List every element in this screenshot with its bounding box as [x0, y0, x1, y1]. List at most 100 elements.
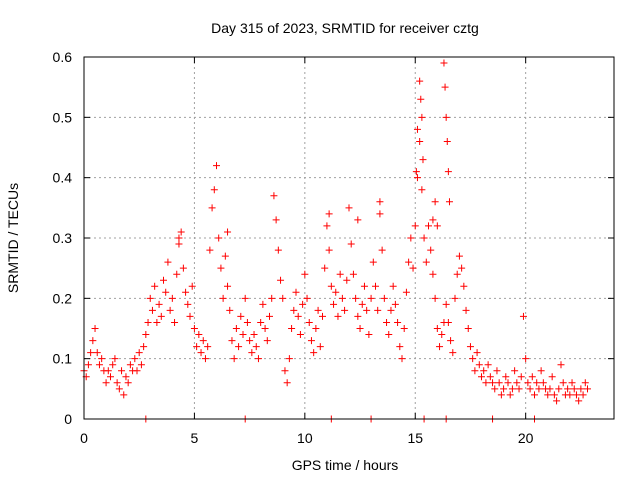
data-point [482, 379, 490, 387]
x-tick-label: 10 [297, 430, 313, 446]
data-point [480, 367, 488, 375]
data-point [416, 77, 424, 85]
data-point [314, 306, 322, 314]
data-point [341, 306, 349, 314]
data-point [321, 264, 329, 272]
data-point [475, 361, 483, 369]
data-point [325, 246, 333, 254]
data-point [206, 246, 214, 254]
data-point [347, 240, 355, 248]
data-point [137, 361, 145, 369]
data-point [402, 288, 410, 296]
data-point [486, 373, 494, 381]
data-point [372, 282, 379, 290]
data-point [365, 331, 373, 339]
data-point [131, 355, 139, 363]
data-point [577, 385, 585, 393]
data-point [285, 355, 293, 363]
data-point [442, 300, 450, 308]
data-point [460, 282, 468, 290]
data-point [226, 306, 234, 314]
data-point [193, 343, 201, 351]
data-point [581, 379, 589, 387]
data-point [266, 312, 273, 320]
data-point [568, 379, 576, 387]
data-point [246, 337, 254, 345]
data-point [418, 186, 426, 194]
data-point [104, 367, 112, 375]
data-point [312, 325, 320, 332]
data-point [327, 282, 335, 290]
data-point [517, 373, 525, 381]
data-point [299, 300, 307, 308]
data-point [444, 168, 452, 176]
data-point [259, 300, 267, 308]
data-point [502, 373, 510, 381]
data-point [433, 325, 441, 332]
data-point [506, 391, 514, 399]
data-point [208, 204, 216, 212]
data-point [453, 270, 461, 278]
x-tick-label: 15 [407, 430, 423, 446]
data-point [91, 325, 99, 332]
data-point [462, 306, 470, 314]
data-point [151, 282, 159, 290]
data-point [146, 294, 154, 302]
y-tick-label: 0.3 [53, 230, 73, 246]
data-point [466, 343, 474, 351]
data-point [471, 367, 479, 375]
data-point [356, 325, 364, 332]
data-point [142, 331, 150, 339]
data-point [380, 294, 388, 302]
data-point [268, 294, 276, 302]
data-point [175, 240, 183, 248]
x-tick-label: 0 [80, 430, 88, 446]
data-point [376, 210, 384, 218]
data-point [201, 355, 209, 363]
data-point [431, 198, 439, 206]
data-point [157, 312, 165, 320]
data-point [343, 276, 351, 284]
data-points [80, 59, 591, 423]
data-point [345, 204, 353, 212]
data-point [241, 294, 249, 302]
data-point [296, 331, 304, 339]
data-point [288, 325, 296, 332]
data-point [383, 318, 391, 326]
data-point [235, 343, 243, 351]
data-point [257, 318, 265, 326]
data-point [537, 367, 545, 375]
data-point [484, 361, 492, 369]
data-point [232, 325, 240, 332]
data-point [425, 222, 432, 230]
data-point [179, 264, 187, 272]
data-point [254, 355, 262, 363]
x-axis-label: GPS time / hours [292, 457, 399, 473]
data-point [394, 318, 402, 326]
data-point [358, 300, 366, 308]
data-point [564, 385, 572, 393]
data-point [515, 385, 523, 393]
data-point [349, 270, 357, 278]
data-point [559, 379, 567, 387]
data-point [413, 125, 421, 133]
data-point [171, 318, 179, 326]
data-point [389, 282, 397, 290]
data-point [239, 331, 247, 339]
data-point [548, 373, 556, 381]
data-point [431, 294, 439, 302]
data-point [416, 137, 424, 145]
data-point [493, 367, 501, 375]
y-tick-label: 0.4 [53, 170, 73, 186]
data-point [279, 294, 287, 302]
data-point [405, 258, 413, 266]
data-point [126, 361, 134, 369]
data-point [330, 300, 338, 308]
data-point [519, 312, 527, 320]
data-point [369, 258, 377, 266]
y-tick-label: 0 [64, 411, 72, 427]
data-point [400, 325, 408, 332]
data-point [294, 312, 302, 320]
data-point [469, 355, 477, 363]
data-point [427, 246, 435, 254]
